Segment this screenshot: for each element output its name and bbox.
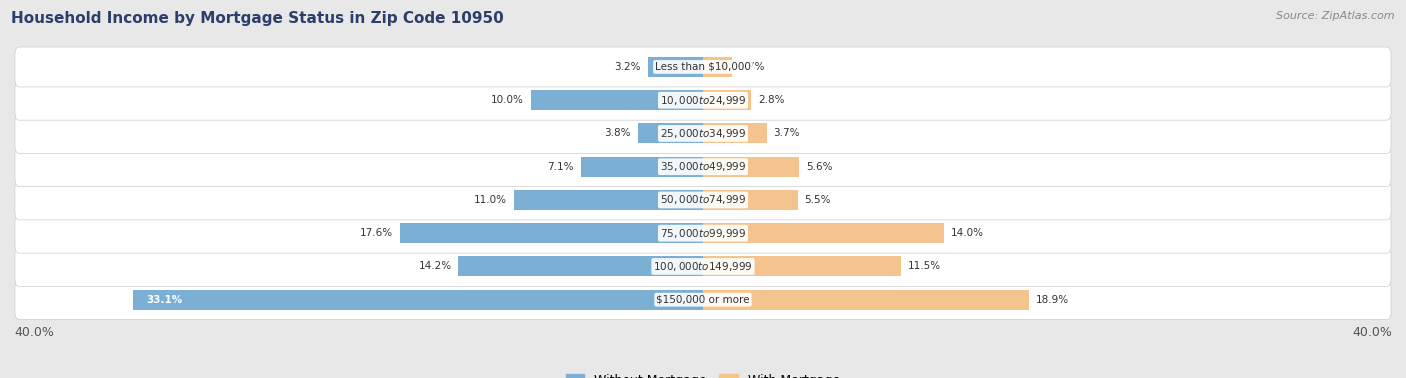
FancyBboxPatch shape [15, 113, 1391, 153]
Bar [637, 124, 703, 143]
Text: 11.5%: 11.5% [908, 262, 941, 271]
Text: 40.0%: 40.0% [14, 325, 53, 339]
Bar [703, 223, 945, 243]
Text: 10.0%: 10.0% [491, 95, 524, 105]
Text: 14.0%: 14.0% [950, 228, 984, 238]
Text: 3.8%: 3.8% [605, 129, 631, 138]
Text: 40.0%: 40.0% [1353, 325, 1392, 339]
Text: 1.7%: 1.7% [740, 62, 766, 72]
Bar [703, 57, 733, 77]
Bar [703, 290, 1029, 310]
Bar [581, 157, 703, 177]
Bar [703, 157, 800, 177]
FancyBboxPatch shape [15, 180, 1391, 220]
Text: Household Income by Mortgage Status in Zip Code 10950: Household Income by Mortgage Status in Z… [11, 11, 503, 26]
Text: 3.2%: 3.2% [614, 62, 641, 72]
Text: $10,000 to $24,999: $10,000 to $24,999 [659, 94, 747, 107]
Text: 11.0%: 11.0% [474, 195, 506, 205]
Legend: Without Mortgage, With Mortgage: Without Mortgage, With Mortgage [561, 369, 845, 378]
Text: $50,000 to $74,999: $50,000 to $74,999 [659, 194, 747, 206]
Text: 18.9%: 18.9% [1035, 295, 1069, 305]
Text: Less than $10,000: Less than $10,000 [655, 62, 751, 72]
Text: 17.6%: 17.6% [360, 228, 392, 238]
Text: 7.1%: 7.1% [547, 162, 574, 172]
Text: 2.8%: 2.8% [758, 95, 785, 105]
Bar [458, 256, 703, 276]
Bar [703, 256, 901, 276]
Text: 3.7%: 3.7% [773, 129, 800, 138]
FancyBboxPatch shape [15, 213, 1391, 253]
Bar [531, 90, 703, 110]
Bar [703, 90, 751, 110]
Text: 5.6%: 5.6% [807, 162, 832, 172]
FancyBboxPatch shape [15, 147, 1391, 187]
Text: $75,000 to $99,999: $75,000 to $99,999 [659, 227, 747, 240]
Bar [399, 223, 703, 243]
Bar [703, 190, 797, 210]
Text: $35,000 to $49,999: $35,000 to $49,999 [659, 160, 747, 173]
Bar [648, 57, 703, 77]
Text: $25,000 to $34,999: $25,000 to $34,999 [659, 127, 747, 140]
Text: 33.1%: 33.1% [146, 295, 183, 305]
FancyBboxPatch shape [15, 280, 1391, 320]
Bar [703, 124, 766, 143]
Text: $100,000 to $149,999: $100,000 to $149,999 [654, 260, 752, 273]
FancyBboxPatch shape [15, 47, 1391, 87]
Text: 14.2%: 14.2% [419, 262, 451, 271]
Text: Source: ZipAtlas.com: Source: ZipAtlas.com [1277, 11, 1395, 21]
Text: $150,000 or more: $150,000 or more [657, 295, 749, 305]
Text: 5.5%: 5.5% [804, 195, 831, 205]
Bar [134, 290, 703, 310]
FancyBboxPatch shape [15, 246, 1391, 287]
Bar [513, 190, 703, 210]
FancyBboxPatch shape [15, 80, 1391, 120]
